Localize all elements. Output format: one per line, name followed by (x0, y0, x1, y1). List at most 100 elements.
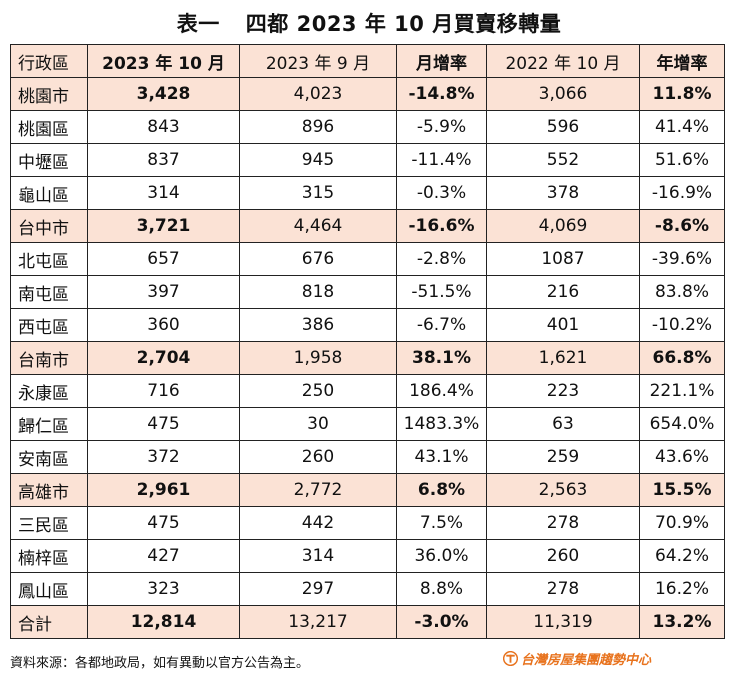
sep-2023-cell: 676 (239, 242, 397, 276)
source-note: 資料來源：各都地政局，如有異動以官方公告為主。 (10, 656, 310, 671)
table-row: 北屯區 657 676 -2.8% 1087 -39.6% (10, 242, 725, 276)
oct-2023-cell: 716 (87, 374, 240, 408)
oct-2022-cell: 1,621 (486, 341, 640, 375)
yoy-cell: 13.2% (639, 605, 725, 639)
district-name-cell: 中壢區 (10, 143, 88, 177)
sep-2023-cell: 1,958 (239, 341, 397, 375)
table-row: 龜山區 314 315 -0.3% 378 -16.9% (10, 176, 725, 210)
city-row: 台南市 2,704 1,958 38.1% 1,621 66.8% (10, 341, 725, 375)
table-row: 安南區 372 260 43.1% 259 43.6% (10, 440, 725, 474)
sep-2023-cell: 2,772 (239, 473, 397, 507)
table-row: 永康區 716 250 186.4% 223 221.1% (10, 374, 725, 408)
table-row: 中壢區 837 945 -11.4% 552 51.6% (10, 143, 725, 177)
oct-2022-cell: 223 (486, 374, 640, 408)
yoy-cell: 41.4% (639, 110, 725, 144)
header-yoy: 年增率 (639, 44, 725, 78)
oct-2022-cell: 378 (486, 176, 640, 210)
mom-cell: -16.6% (396, 209, 487, 243)
table-row: 歸仁區 475 30 1483.3% 63 654.0% (10, 407, 725, 441)
oct-2022-cell: 216 (486, 275, 640, 309)
oct-2023-cell: 475 (87, 506, 240, 540)
transfer-volume-table: 行政區 2023 年 10 月 2023 年 9 月 月增率 2022 年 10… (10, 44, 725, 639)
sep-2023-cell: 13,217 (239, 605, 397, 639)
oct-2023-cell: 657 (87, 242, 240, 276)
yoy-cell: -10.2% (639, 308, 725, 342)
oct-2022-cell: 260 (486, 539, 640, 573)
sep-2023-cell: 945 (239, 143, 397, 177)
oct-2023-cell: 2,961 (87, 473, 240, 507)
oct-2023-cell: 843 (87, 110, 240, 144)
header-sep-2023: 2023 年 9 月 (239, 44, 397, 78)
district-name-cell: 北屯區 (10, 242, 88, 276)
header-row: 行政區 2023 年 10 月 2023 年 9 月 月增率 2022 年 10… (10, 44, 725, 78)
sep-2023-cell: 30 (239, 407, 397, 441)
district-name-cell: 桃園區 (10, 110, 88, 144)
oct-2022-cell: 596 (486, 110, 640, 144)
oct-2023-cell: 3,428 (87, 77, 240, 111)
table-number: 表一 (176, 12, 220, 36)
yoy-cell: 16.2% (639, 572, 725, 606)
table-title: 表一 四都 2023 年 10 月買賣移轉量 (0, 8, 738, 38)
taiwan-house-logo-icon (503, 651, 518, 666)
yoy-cell: -16.9% (639, 176, 725, 210)
oct-2022-cell: 1087 (486, 242, 640, 276)
city-row: 桃園市 3,428 4,023 -14.8% 3,066 11.8% (10, 77, 725, 111)
district-name-cell: 三民區 (10, 506, 88, 540)
logo-text: 台灣房屋集團趨勢中心 (521, 653, 652, 668)
mom-cell: 6.8% (396, 473, 487, 507)
district-name-cell: 鳳山區 (10, 572, 88, 606)
sep-2023-cell: 4,464 (239, 209, 397, 243)
district-name-cell: 南屯區 (10, 275, 88, 309)
mom-cell: 8.8% (396, 572, 487, 606)
mom-cell: 38.1% (396, 341, 487, 375)
sep-2023-cell: 297 (239, 572, 397, 606)
table-row: 西屯區 360 386 -6.7% 401 -10.2% (10, 308, 725, 342)
oct-2023-cell: 323 (87, 572, 240, 606)
mom-cell: 186.4% (396, 374, 487, 408)
sep-2023-cell: 386 (239, 308, 397, 342)
yoy-cell: 221.1% (639, 374, 725, 408)
oct-2023-cell: 397 (87, 275, 240, 309)
oct-2022-cell: 552 (486, 143, 640, 177)
mom-cell: -14.8% (396, 77, 487, 111)
header-oct-2022: 2022 年 10 月 (486, 44, 640, 78)
district-name-cell: 高雄市 (10, 473, 88, 507)
oct-2023-cell: 314 (87, 176, 240, 210)
table-body: 桃園市 3,428 4,023 -14.8% 3,066 11.8% 桃園區 843 896 -5… (10, 77, 725, 639)
oct-2023-cell: 837 (87, 143, 240, 177)
city-row: 高雄市 2,961 2,772 6.8% 2,563 15.5% (10, 473, 725, 507)
oct-2023-cell: 3,721 (87, 209, 240, 243)
sep-2023-cell: 260 (239, 440, 397, 474)
sep-2023-cell: 818 (239, 275, 397, 309)
table-row: 鳳山區 323 297 8.8% 278 16.2% (10, 572, 725, 606)
mom-cell: -6.7% (396, 308, 487, 342)
table-title-text: 四都 2023 年 10 月買賣移轉量 (245, 12, 562, 36)
city-row: 台中市 3,721 4,464 -16.6% 4,069 -8.6% (10, 209, 725, 243)
mom-cell: -0.3% (396, 176, 487, 210)
sep-2023-cell: 250 (239, 374, 397, 408)
oct-2022-cell: 278 (486, 572, 640, 606)
oct-2023-cell: 360 (87, 308, 240, 342)
yoy-cell: 15.5% (639, 473, 725, 507)
oct-2022-cell: 2,563 (486, 473, 640, 507)
yoy-cell: 64.2% (639, 539, 725, 573)
district-name-cell: 桃園市 (10, 77, 88, 111)
sep-2023-cell: 896 (239, 110, 397, 144)
district-name-cell: 龜山區 (10, 176, 88, 210)
oct-2022-cell: 63 (486, 407, 640, 441)
sep-2023-cell: 315 (239, 176, 397, 210)
district-name-cell: 合計 (10, 605, 88, 639)
table-row: 三民區 475 442 7.5% 278 70.9% (10, 506, 725, 540)
oct-2022-cell: 11,319 (486, 605, 640, 639)
company-logo: 台灣房屋集團趨勢中心 (503, 649, 651, 668)
table-row: 南屯區 397 818 -51.5% 216 83.8% (10, 275, 725, 309)
oct-2023-cell: 427 (87, 539, 240, 573)
mom-cell: 7.5% (396, 506, 487, 540)
yoy-cell: 654.0% (639, 407, 725, 441)
yoy-cell: 83.8% (639, 275, 725, 309)
oct-2023-cell: 475 (87, 407, 240, 441)
mom-cell: 1483.3% (396, 407, 487, 441)
mom-cell: 43.1% (396, 440, 487, 474)
sep-2023-cell: 314 (239, 539, 397, 573)
sep-2023-cell: 4,023 (239, 77, 397, 111)
